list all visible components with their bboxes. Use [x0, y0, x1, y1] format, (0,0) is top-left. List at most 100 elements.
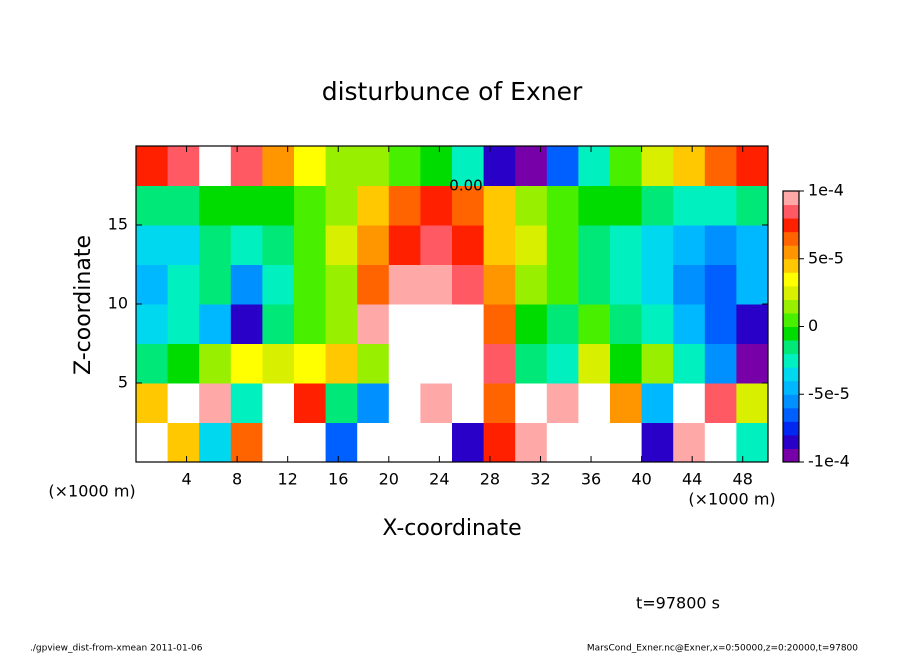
cell	[357, 146, 390, 186]
footer-right: MarsCond_Exner.nc@Exner,x=0:50000,z=0:20…	[587, 644, 858, 654]
cell	[262, 146, 295, 186]
cell	[167, 225, 200, 265]
colorbar-band	[783, 367, 799, 382]
cell	[136, 383, 169, 423]
cell	[452, 383, 485, 423]
cell	[641, 304, 674, 344]
y-tick-label: 15	[108, 215, 128, 234]
y-tick-label: 10	[108, 294, 128, 313]
colorbar-band	[783, 326, 799, 341]
cell	[641, 225, 674, 265]
colorbar-band	[783, 421, 799, 436]
x-tick-label: 28	[480, 470, 500, 489]
cell	[199, 422, 232, 463]
colorbar-tick-label: -5e-5	[808, 384, 850, 403]
x-axis-label: X-coordinate	[382, 516, 521, 541]
x-tick-label: 24	[429, 470, 449, 489]
colorbar-band	[783, 380, 799, 395]
colorbar-band	[783, 312, 799, 327]
cell	[420, 422, 453, 463]
cell	[736, 383, 769, 423]
cell	[483, 304, 516, 344]
cell	[578, 343, 611, 384]
cell	[262, 225, 295, 265]
cell	[673, 343, 706, 384]
cell	[578, 264, 611, 305]
cell	[420, 264, 453, 305]
contour-label: 0.00	[449, 177, 482, 195]
cell	[325, 383, 358, 423]
cell	[452, 225, 485, 265]
cell	[199, 343, 232, 384]
cell	[515, 225, 548, 265]
cell	[546, 185, 579, 226]
colorbar-band	[783, 272, 799, 287]
cell	[515, 264, 548, 305]
cell	[673, 185, 706, 226]
colorbar-band	[783, 218, 799, 233]
cell	[325, 343, 358, 384]
cell	[578, 225, 611, 265]
cell	[578, 383, 611, 423]
y-unit-label: (×1000 m)	[48, 482, 135, 501]
cell	[357, 185, 390, 226]
colorbar-band	[783, 340, 799, 355]
cell	[230, 383, 263, 423]
cell	[641, 422, 674, 463]
cell	[641, 343, 674, 384]
x-unit-label: (×1000 m)	[688, 490, 775, 509]
y-tick-label: 5	[118, 373, 128, 392]
cell	[294, 422, 327, 463]
cell	[546, 225, 579, 265]
cell	[388, 146, 421, 186]
cell	[420, 304, 453, 344]
cell	[230, 422, 263, 463]
cell	[388, 264, 421, 305]
cell	[388, 304, 421, 344]
colorbar-band	[783, 353, 799, 368]
cell	[673, 422, 706, 463]
colorbar-band	[783, 204, 799, 219]
cell	[357, 343, 390, 384]
cell	[230, 146, 263, 186]
cell	[357, 383, 390, 423]
cell	[357, 264, 390, 305]
cell	[325, 185, 358, 226]
cell	[230, 304, 263, 344]
cell	[294, 146, 327, 186]
cell	[388, 383, 421, 423]
cell	[704, 185, 737, 226]
cell	[420, 383, 453, 423]
cell	[641, 146, 674, 186]
cell	[294, 304, 327, 344]
cell	[673, 383, 706, 423]
footer-left: ./gpview_dist-from-xmean 2011-01-06	[30, 644, 203, 654]
cell	[452, 185, 485, 226]
cell	[294, 383, 327, 423]
cell	[325, 422, 358, 463]
cell	[704, 422, 737, 463]
cell	[483, 422, 516, 463]
cell	[136, 146, 169, 186]
cell	[199, 146, 232, 186]
cell	[673, 304, 706, 344]
colorbar-band	[783, 434, 799, 449]
cell	[515, 304, 548, 344]
cell	[199, 264, 232, 305]
colorbar-band	[783, 191, 799, 206]
cell	[546, 304, 579, 344]
colorbar-tick-label: 1e-4	[808, 181, 844, 200]
cell	[736, 146, 769, 186]
cell	[325, 264, 358, 305]
cell	[262, 264, 295, 305]
cell	[546, 343, 579, 384]
cell	[388, 422, 421, 463]
cell	[262, 185, 295, 226]
cell	[610, 422, 643, 463]
cell	[420, 146, 453, 186]
cell	[483, 343, 516, 384]
cell	[294, 343, 327, 384]
cell	[736, 343, 769, 384]
cell	[262, 343, 295, 384]
